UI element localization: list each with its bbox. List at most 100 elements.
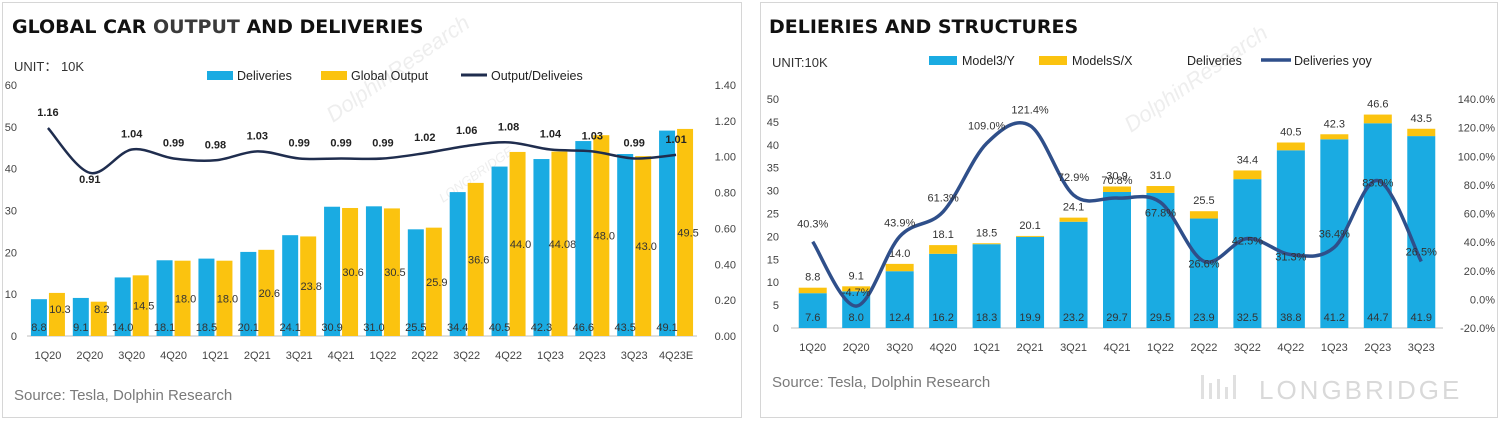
x-tick-label: 1Q22 [369, 350, 396, 362]
data-label-yoy: 36.4% [1319, 228, 1350, 240]
bar-global-output [342, 207, 359, 336]
x-tick-label: 1Q23 [1321, 342, 1348, 354]
y2-tick-label: 1.40 [715, 80, 736, 92]
bar-global-output [90, 301, 107, 336]
data-label-global-output: 30.5 [384, 267, 405, 279]
data-label-model3y: 12.4 [889, 312, 910, 324]
data-label-yoy: 26.6% [1188, 258, 1219, 270]
data-label-deliveries: 24.1 [279, 322, 300, 334]
y-tick-label: 30 [5, 206, 17, 218]
data-label-deliveries: 42.3 [531, 322, 552, 334]
data-label-deliveries: 20.1 [1019, 220, 1040, 232]
y2-tick-label: 80.0% [1464, 180, 1495, 192]
bar-global-output [593, 135, 610, 336]
bar-global-output [258, 249, 275, 336]
y-tick-label: 40 [5, 164, 17, 176]
data-label-deliveries: 18.5 [196, 322, 217, 334]
x-tick-label: 3Q21 [286, 350, 313, 362]
plot-area: 0 10 20 30 40 50 60 0.00 0.20 0.40 0.60 0.80 1.00 1.2… [5, 80, 736, 362]
data-label-global-output: 36.6 [468, 254, 489, 266]
data-label-deliveries: 49.1 [656, 322, 677, 334]
bar-model3y [1276, 150, 1305, 328]
y2-tick-label: 0.20 [715, 295, 736, 307]
y-tick-label: 35 [767, 163, 779, 175]
bar-model3y [1059, 221, 1088, 328]
data-label-deliveries: 20.1 [238, 322, 259, 334]
legend-label: Deliveries [237, 69, 292, 83]
y2-tick-label: 0.00 [715, 331, 736, 343]
bar-deliveries [282, 235, 299, 336]
bar-global-output [48, 292, 65, 336]
data-label-global-output: 44.0 [510, 239, 531, 251]
x-tick-label: 2Q22 [411, 350, 438, 362]
data-label-model3y: 16.2 [932, 312, 953, 324]
data-label-deliveries: 40.5 [1280, 127, 1301, 139]
data-label-global-output: 23.8 [300, 281, 321, 293]
data-label-ratio: 0.98 [205, 139, 226, 151]
y2-tick-label: 100.0% [1458, 151, 1496, 163]
data-label-ratio: 1.03 [247, 130, 268, 142]
bar-modelssx [1233, 170, 1262, 180]
legend-label: ModelsS/X [1072, 54, 1133, 68]
data-label-model3y: 29.5 [1150, 312, 1171, 324]
data-label-model3y: 41.9 [1411, 312, 1432, 324]
x-tick-label: 4Q20 [160, 350, 187, 362]
y-tick-label: 50 [5, 122, 17, 134]
y2-tick-label: 60.0% [1464, 209, 1495, 221]
y-tick-label: 5 [773, 300, 779, 312]
data-label-ratio: 0.99 [288, 138, 309, 150]
data-label-ratio: 1.01 [665, 134, 686, 146]
y-tick-label: 10 [5, 289, 17, 301]
x-tick-label: 1Q22 [1147, 342, 1174, 354]
data-label-ratio: 1.02 [414, 132, 435, 144]
data-label-deliveries: 9.1 [849, 270, 864, 282]
bar-modelssx [798, 287, 827, 294]
brand-logo-bar [1233, 375, 1236, 399]
legend-label: Deliveries [1187, 54, 1242, 68]
series-line-output-deliveries-ratio [46, 127, 677, 175]
data-label-ratio: 1.04 [121, 129, 143, 141]
bar-modelssx [1103, 186, 1131, 192]
data-label-deliveries: 25.5 [405, 322, 426, 334]
bar-model3y [1189, 218, 1218, 328]
data-label-deliveries: 40.5 [489, 322, 510, 334]
data-label-model3y: 8.0 [849, 312, 864, 324]
bar-global-output [677, 128, 694, 336]
y-tick-label: 10 [767, 277, 779, 289]
data-label-deliveries: 18.1 [154, 322, 175, 334]
data-label-deliveries: 8.8 [805, 272, 820, 284]
data-label-model3y: 19.9 [1019, 312, 1040, 324]
data-label-model3y: 38.8 [1280, 312, 1301, 324]
bar-global-output [300, 236, 317, 336]
y2-tick-label: 1.20 [715, 116, 736, 128]
legend-swatch [321, 71, 347, 80]
data-label-model3y: 32.5 [1237, 312, 1258, 324]
data-label-ratio: 1.06 [456, 125, 477, 137]
data-label-yoy: 61.3% [928, 193, 959, 205]
bar-deliveries [72, 297, 89, 336]
data-label-model3y: 7.6 [805, 312, 820, 324]
legend-label: Global Output [351, 69, 429, 83]
bar-model3y [885, 271, 914, 328]
data-label-model3y: 29.7 [1106, 312, 1127, 324]
y-tick-label: 20 [5, 247, 17, 259]
data-label-deliveries: 31.0 [1150, 170, 1171, 182]
data-label-deliveries: 24.1 [1063, 202, 1084, 214]
brand-logo: LONGBRIDGE [1201, 375, 1462, 405]
data-label-yoy: 70.8% [1101, 175, 1132, 187]
x-tick-label: 3Q23 [1408, 342, 1435, 354]
chart-title: GLOBAL CAR OUTPUT AND DELIVERIES [12, 16, 423, 38]
brand-text: LONGBRIDGE [1259, 375, 1462, 405]
y2-tick-label: 0.80 [715, 188, 736, 200]
x-tick-label: 2Q21 [1017, 342, 1044, 354]
x-tick-label: 1Q21 [973, 342, 1000, 354]
x-tick-label: 2Q23 [579, 350, 606, 362]
x-tick-label: 3Q20 [886, 342, 913, 354]
y-tick-label: 0 [773, 323, 779, 335]
watermark: DolphinResearch [1120, 20, 1273, 137]
bar-modelssx [1276, 142, 1305, 151]
brand-logo-bar [1201, 375, 1204, 399]
source-label: Source: Tesla, Dolphin Research [14, 387, 232, 404]
y-tick-label: 30 [767, 186, 779, 198]
bar-global-output [132, 275, 149, 336]
